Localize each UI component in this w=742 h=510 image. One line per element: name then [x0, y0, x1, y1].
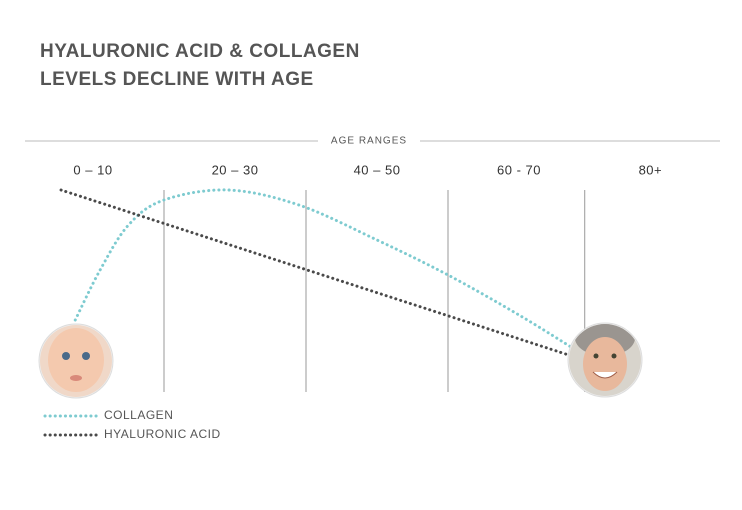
chart-title: HYALURONIC ACID & COLLAGEN: [40, 41, 360, 62]
lines: [59, 188, 578, 357]
x-tick-label: 60 - 70: [497, 162, 541, 177]
x-tick-label: 40 – 50: [354, 162, 401, 177]
baby-photo: [38, 323, 114, 399]
legend-label: COLLAGEN: [104, 408, 173, 422]
legend: COLLAGEN HYALURONIC ACID: [43, 408, 221, 441]
data-line: [73, 188, 578, 352]
x-axis-label: AGE RANGES: [331, 136, 407, 147]
chart-title: LEVELS DECLINE WITH AGE: [40, 69, 314, 90]
dividers: [163, 190, 586, 392]
x-tick-label: 20 – 30: [212, 162, 259, 177]
elder-photo: [567, 322, 643, 398]
x-tick-label: 80+: [639, 162, 663, 177]
x-tick-label: 0 – 10: [73, 162, 112, 177]
data-line: [59, 188, 571, 357]
legend-label: HYALURONIC ACID: [104, 427, 221, 441]
